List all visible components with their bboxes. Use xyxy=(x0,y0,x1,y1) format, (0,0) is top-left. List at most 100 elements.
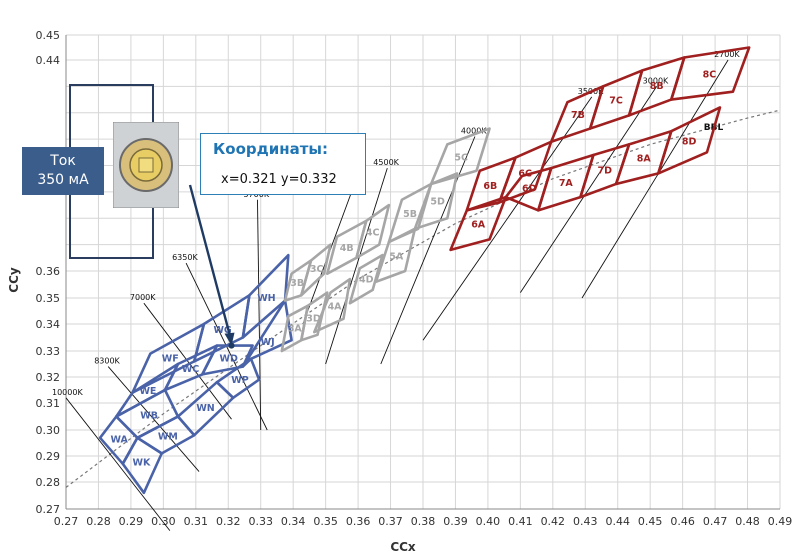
bin-4C xyxy=(355,203,391,260)
cct-line xyxy=(519,86,658,293)
bin-8D xyxy=(656,106,722,175)
bin-label: WD xyxy=(219,354,237,365)
bin-8C xyxy=(669,46,751,101)
y-tick-label: 0.35 xyxy=(36,292,61,305)
bin-4A xyxy=(312,277,352,334)
x-tick-label: 0.47 xyxy=(703,515,728,528)
x-tick-label: 0.27 xyxy=(54,515,79,528)
bbl-line xyxy=(65,109,781,488)
y-tick-label: 0.29 xyxy=(36,450,61,463)
bin-label: 3A xyxy=(288,324,303,335)
overlay xyxy=(69,84,235,349)
bin-label: 3C xyxy=(310,264,324,275)
bin-label: WC xyxy=(182,364,199,375)
x-tick-label: 0.33 xyxy=(248,515,273,528)
y-tick-label: 0.31 xyxy=(36,397,61,410)
x-tick-label: 0.34 xyxy=(281,515,306,528)
y-tick-label: 0.45 xyxy=(36,29,61,42)
x-tick-label: 0.39 xyxy=(443,515,468,528)
y-tick-label: 0.44 xyxy=(36,54,61,67)
bin-3D xyxy=(299,291,329,342)
cct-label: 4500K xyxy=(373,158,399,167)
bin-label: 4D xyxy=(359,275,374,286)
x-tick-label: 0.29 xyxy=(119,515,144,528)
bin-label: 4A xyxy=(328,301,343,312)
cct-line xyxy=(65,397,171,531)
x-tick-label: 0.37 xyxy=(378,515,403,528)
cct-label: 10000K xyxy=(52,388,83,397)
cct-label: 7000K xyxy=(130,293,156,302)
cct-line xyxy=(581,59,729,299)
bin-WP xyxy=(215,357,261,400)
x-tick-label: 0.28 xyxy=(86,515,111,528)
bracket-bottom xyxy=(69,195,154,259)
bin-label: WP xyxy=(231,375,248,386)
bin-label: 7D xyxy=(597,166,612,177)
bin-label: 3D xyxy=(306,314,321,325)
coordinates-box: Координаты: x=0.321 y=0.332 xyxy=(200,133,366,195)
bin-label: WB xyxy=(140,411,158,422)
bin-WH xyxy=(241,253,290,339)
grid xyxy=(65,34,781,510)
x-tick-label: 0.43 xyxy=(573,515,598,528)
bin-label: WH xyxy=(257,293,275,304)
bin-label: WM xyxy=(158,431,178,442)
bin-3C xyxy=(299,243,332,297)
current-label: Ток 350 мА xyxy=(22,147,104,195)
cct-label: 8300K xyxy=(94,357,120,366)
callout-arrow xyxy=(188,184,233,342)
y-tick-label: 0.30 xyxy=(36,424,61,437)
bin-5D xyxy=(413,172,459,231)
x-tick-label: 0.44 xyxy=(605,515,630,528)
bracket-top xyxy=(69,84,154,147)
callout-arrowhead xyxy=(224,332,235,346)
x-tick-label: 0.35 xyxy=(313,515,338,528)
bin-WD xyxy=(201,344,254,376)
axes: 0.27 0.28 0.29 0.30 0.31 0.32 0.33 0.34 0.35 0.36… xyxy=(7,29,792,554)
bin-label: 8C xyxy=(703,69,717,80)
bin-label: 7A xyxy=(559,178,574,189)
x-tick-label: 0.48 xyxy=(735,515,760,528)
bin-label: WJ xyxy=(261,337,275,348)
x-tick-label: 0.49 xyxy=(768,515,793,528)
y-tick-label: 0.34 xyxy=(36,318,61,331)
y-tick-label: 0.33 xyxy=(36,345,61,358)
bin-label: WN xyxy=(196,403,214,414)
x-tick-label: 0.42 xyxy=(541,515,566,528)
coordinates-value: x=0.321 y=0.332 xyxy=(221,172,337,187)
cct-line xyxy=(325,168,388,365)
cct-line xyxy=(380,136,476,365)
measured-point xyxy=(228,342,235,349)
bin-label: 6C xyxy=(518,168,532,179)
x-tick-label: 0.40 xyxy=(476,515,501,528)
bin-label: 5D xyxy=(430,197,445,208)
bin-label: 4C xyxy=(366,228,380,239)
bin-label: 3B xyxy=(290,278,304,289)
bin-label: 5B xyxy=(403,209,417,220)
bin-label: 5C xyxy=(454,152,468,163)
bin-label: WK xyxy=(133,457,151,468)
cct-label: 6350K xyxy=(172,253,198,262)
bin-label: WF xyxy=(162,354,179,365)
bin-WJ xyxy=(241,299,293,368)
bin-label: WA xyxy=(110,435,128,446)
bin-label: 7B xyxy=(571,110,585,121)
x-axis-label: CCx xyxy=(390,540,416,554)
y-axis-label: CCy xyxy=(7,267,21,293)
y-tick-label: 0.27 xyxy=(36,503,61,516)
y-tick-label: 0.28 xyxy=(36,476,61,489)
cct-label: 3000K xyxy=(643,76,669,85)
x-tick-label: 0.36 xyxy=(346,515,371,528)
current-label-line1: Ток xyxy=(50,153,76,169)
bin-label: 6B xyxy=(483,181,497,192)
x-tick-label: 0.32 xyxy=(216,515,241,528)
x-tick-label: 0.38 xyxy=(411,515,436,528)
cct-label: 2700K xyxy=(714,50,740,59)
bin-label: 6D xyxy=(522,183,537,194)
x-tick-label: 0.41 xyxy=(508,515,533,528)
bin-label: 8B xyxy=(650,81,664,92)
x-tick-label: 0.31 xyxy=(184,515,209,528)
y-tick-label: 0.36 xyxy=(36,265,61,278)
